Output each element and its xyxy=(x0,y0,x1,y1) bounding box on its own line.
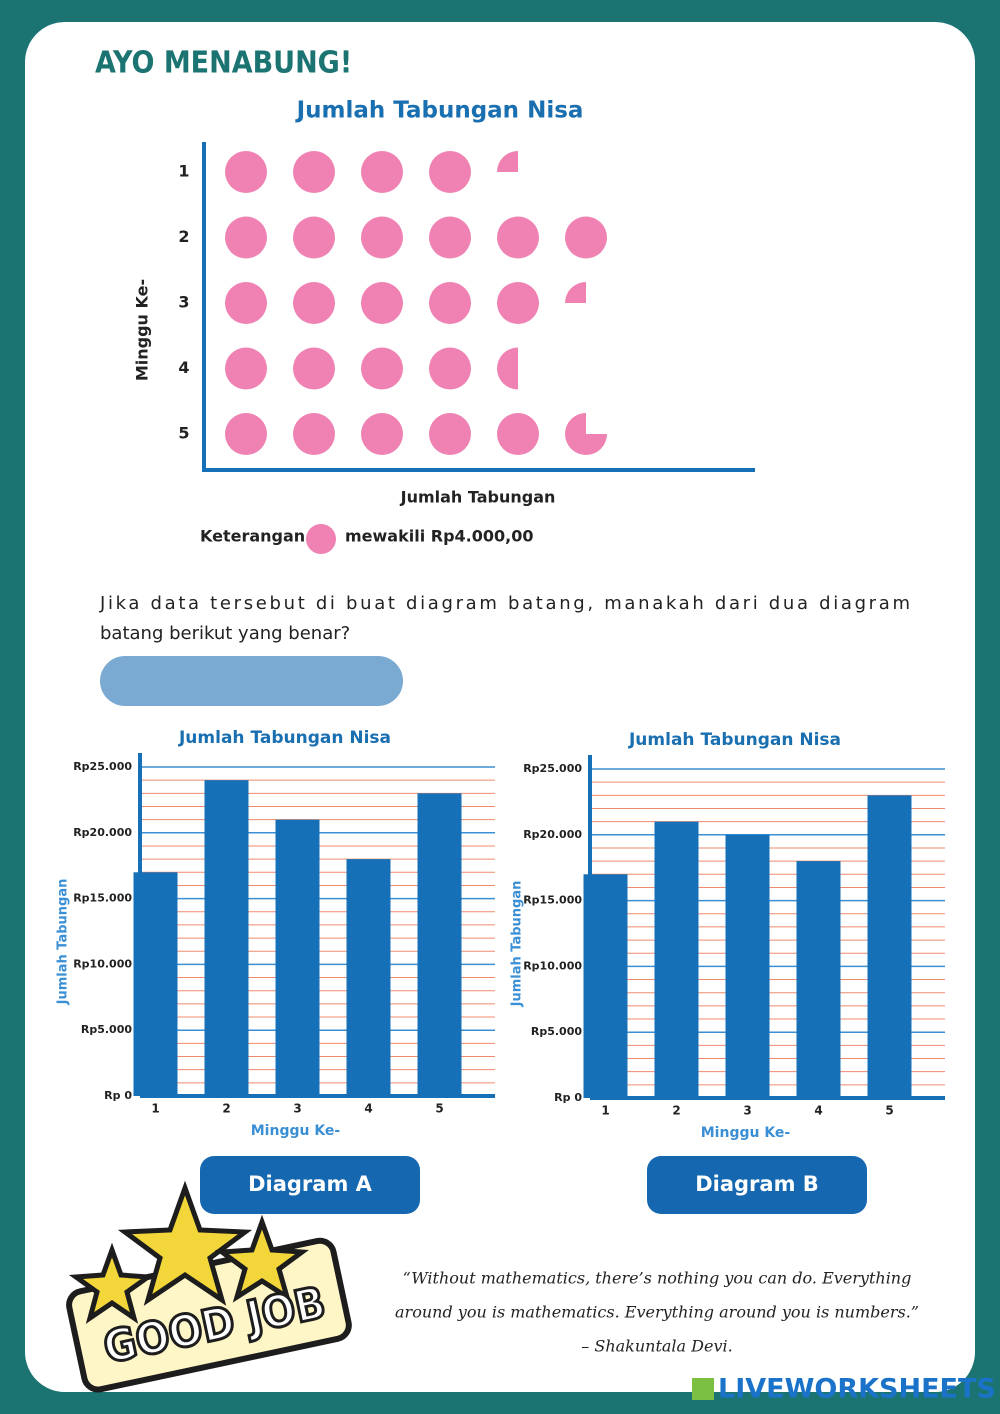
y-tick-label: 2 xyxy=(178,227,189,246)
star xyxy=(117,1180,253,1306)
logo-icon xyxy=(692,1378,714,1400)
bar xyxy=(654,821,699,1098)
y-tick-label: Rp5.000 xyxy=(531,1025,582,1038)
icon xyxy=(293,347,335,390)
y-tick-label: Rp5.000 xyxy=(81,1023,132,1036)
icon xyxy=(361,151,403,193)
logo: LIVEWORKSHEETS xyxy=(718,1374,996,1405)
y-axis-label: Jumlah Tabungan xyxy=(510,881,525,1008)
icon xyxy=(429,282,471,324)
y-axis-label: Minggu Ke- xyxy=(133,279,152,381)
icon xyxy=(361,347,403,390)
bar xyxy=(796,861,841,1098)
button-a[interactable]: Diagram A xyxy=(200,1156,420,1214)
star xyxy=(215,1214,309,1303)
y-tick-label: Rp10.000 xyxy=(523,959,582,972)
x-axis-label: Minggu Ke- xyxy=(251,1123,341,1139)
icon xyxy=(497,216,539,259)
y-tick-label: Rp25.000 xyxy=(523,762,582,775)
icon-part xyxy=(497,347,518,390)
y-tick-label: 4 xyxy=(178,358,189,377)
bar xyxy=(204,780,249,1096)
x-tick-label: 2 xyxy=(672,1104,680,1118)
bar xyxy=(725,834,770,1098)
y-tick-label: Rp20.000 xyxy=(73,826,132,839)
quote-line: – Shakuntala Devi. xyxy=(581,1337,732,1356)
button-bg[interactable] xyxy=(647,1156,867,1214)
star xyxy=(68,1242,156,1324)
icon-part xyxy=(497,151,518,172)
quote-line: around you is mathematics. Everything ar… xyxy=(395,1303,919,1322)
page-title: AYO MENABUNG! xyxy=(95,46,352,81)
x-axis-label: Jumlah Tabungan xyxy=(400,488,556,507)
button-b[interactable]: Diagram B xyxy=(647,1156,867,1214)
icon xyxy=(429,347,471,390)
button-label[interactable]: Diagram A xyxy=(248,1172,373,1196)
x-tick-label: 3 xyxy=(743,1104,751,1118)
x-tick-label: 4 xyxy=(364,1102,372,1116)
icon xyxy=(225,413,267,455)
chart-title: Jumlah Tabungan Nisa xyxy=(628,730,841,750)
x-tick-label: 1 xyxy=(601,1104,609,1118)
icon xyxy=(361,413,403,455)
bar xyxy=(275,819,320,1096)
y-tick-label: 3 xyxy=(178,293,189,312)
icon xyxy=(565,216,607,259)
x-tick-label: 3 xyxy=(293,1102,301,1116)
question-line: batang berikut yang benar? xyxy=(100,623,350,644)
x-tick-label: 5 xyxy=(435,1102,443,1116)
y-tick-label: Rp 0 xyxy=(554,1091,582,1104)
y-tick-label: Rp25.000 xyxy=(73,760,132,773)
x-tick-label: 5 xyxy=(885,1104,893,1118)
icon xyxy=(361,216,403,259)
legend-unit: mewakili Rp4.000,00 xyxy=(345,527,534,546)
icon-part xyxy=(565,413,607,455)
icon xyxy=(293,413,335,455)
x-tick-label: 2 xyxy=(222,1102,230,1116)
icon xyxy=(429,216,471,259)
icon xyxy=(293,282,335,324)
y-tick-label: Rp 0 xyxy=(104,1089,132,1102)
chart-title: Jumlah Tabungan Nisa xyxy=(295,98,584,124)
y-tick-label: Rp15.000 xyxy=(523,894,582,907)
icon xyxy=(361,282,403,324)
x-axis-label: Minggu Ke- xyxy=(701,1125,791,1141)
icon xyxy=(497,282,539,324)
legend-label: Keterangan xyxy=(200,527,305,546)
icon xyxy=(293,216,335,259)
bar xyxy=(867,795,912,1098)
y-axis-label: Jumlah Tabungan xyxy=(56,879,71,1006)
y-tick-label: Rp10.000 xyxy=(73,957,132,970)
quote-line: “Without mathematics, there’s nothing yo… xyxy=(403,1269,912,1288)
answer-box[interactable] xyxy=(100,656,403,706)
icon xyxy=(429,413,471,455)
y-tick-label: Rp20.000 xyxy=(523,828,582,841)
icon xyxy=(225,282,267,324)
icon xyxy=(293,151,335,193)
y-tick-label: Rp15.000 xyxy=(73,892,132,905)
button-bg[interactable] xyxy=(200,1156,420,1214)
icon xyxy=(225,347,267,390)
icon xyxy=(497,413,539,455)
y-tick-label: 1 xyxy=(178,162,189,181)
bar xyxy=(417,793,462,1096)
y-tick-label: 5 xyxy=(178,424,189,443)
icon-part xyxy=(565,282,586,303)
icon xyxy=(225,216,267,259)
question-line: Jika data tersebut di buat diagram batan… xyxy=(99,593,910,614)
x-tick-label: 4 xyxy=(814,1104,822,1118)
icon xyxy=(429,151,471,193)
x-tick-label: 1 xyxy=(151,1102,159,1116)
button-label[interactable]: Diagram B xyxy=(695,1172,819,1196)
chart-title: Jumlah Tabungan Nisa xyxy=(178,728,391,748)
bar xyxy=(346,859,391,1096)
legend-icon xyxy=(306,524,336,554)
icon xyxy=(225,151,267,193)
